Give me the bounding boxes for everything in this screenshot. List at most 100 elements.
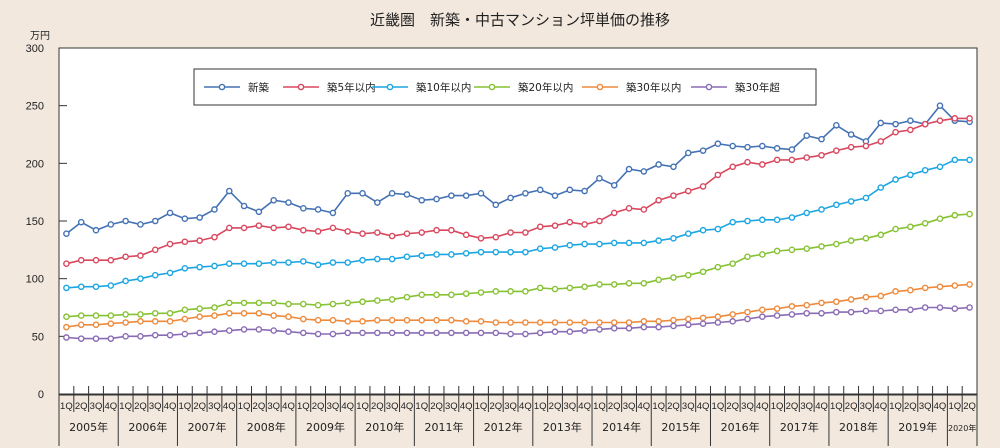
data-point [374,255,381,263]
data-point [137,311,144,318]
data-point [462,249,470,257]
quarter-label: 2Q [549,401,562,412]
data-point [448,291,455,299]
data-point [862,307,870,315]
data-point [492,329,500,337]
data-point [181,264,189,272]
data-point [122,253,129,261]
data-point [151,309,159,317]
data-point [714,171,722,179]
data-point [714,140,722,148]
data-point [418,196,426,204]
data-point [522,229,529,236]
quarter-label: 3Q [504,401,517,412]
data-point [433,316,440,324]
data-point [581,240,588,248]
data-point [77,218,85,226]
legend-label: 築10年以内 [416,81,471,94]
data-point [640,168,648,175]
data-point [477,289,485,296]
data-point [388,255,396,263]
data-point [788,246,796,254]
quarter-label: 1Q [238,401,251,412]
data-point [107,221,115,228]
data-point [388,190,396,197]
data-point [921,120,929,128]
data-point [477,248,485,256]
legend-item: 築30年以内 [582,81,681,94]
data-point [329,316,337,324]
data-point [625,279,633,287]
quarter-label: 2Q [726,401,739,412]
data-point [285,300,292,308]
data-point [551,192,559,199]
data-point [551,328,559,336]
data-point [285,259,292,266]
data-point [655,323,662,331]
y-axis: 0 50 100 150 200 250 300 [26,43,67,401]
quarter-label: 2Q [75,401,88,412]
data-point [536,319,544,326]
quarter-label: 2Q [963,401,976,412]
data-point [759,161,766,168]
data-point [418,229,426,236]
data-point [640,206,648,213]
data-point [833,147,840,154]
quarter-label: 4Q [164,401,177,412]
data-point [773,145,781,152]
data-point [329,224,337,232]
legend: 新築 築5年以内 築10年以内 築20年以内 築30年以内 築30年超 [193,68,817,106]
data-point [729,311,736,318]
data-point [137,275,144,282]
data-point [951,305,959,312]
data-point [759,313,766,321]
data-point [151,246,159,254]
legend-label: 築5年以内 [327,81,376,94]
data-point [847,237,855,244]
data-point [551,244,559,251]
data-point [596,281,603,288]
y-tick-label: 300 [26,43,44,55]
data-point [255,309,263,317]
data-point [744,217,751,225]
data-point [462,192,470,199]
data-point [951,156,959,164]
data-point [329,259,337,266]
year-label: 2008年 [247,420,286,434]
data-point [492,288,500,295]
data-point [122,311,129,318]
legend-label: 新築 [248,81,269,94]
data-point [181,238,189,246]
data-point [403,316,411,324]
data-point [196,313,203,321]
data-point [270,196,277,204]
data-point [877,292,885,300]
data-point [137,252,144,259]
data-point [536,284,544,292]
data-point [314,316,322,324]
data-point [640,239,648,247]
x-axis: 1Q 2Q 3Q 4Q 1Q 2Q 3Q 4Q 1Q 2Q 3Q 4Q 1Q 2Q 3Q 4Q 1Q 2Q 3Q 4Q… [58,386,978,446]
data-point [655,318,662,325]
data-point [818,135,825,143]
data-point [477,234,485,242]
data-point [581,221,588,228]
data-point [92,335,100,342]
data-point [522,248,529,256]
data-point [788,156,796,164]
data-point [877,119,885,127]
data-point [211,262,218,270]
quarter-label: 4Q [578,401,591,412]
data-point [270,259,277,266]
data-point [448,329,455,337]
data-point [684,149,692,157]
data-point [196,237,203,244]
y-tick-label: 100 [26,274,44,286]
data-point [581,187,588,195]
quarter-label: 2Q [312,401,325,412]
data-point [536,329,544,337]
data-point [63,284,70,292]
legend-swatch-marker [386,83,394,91]
y-axis-unit: 万円 [30,31,50,42]
data-point [107,335,115,342]
